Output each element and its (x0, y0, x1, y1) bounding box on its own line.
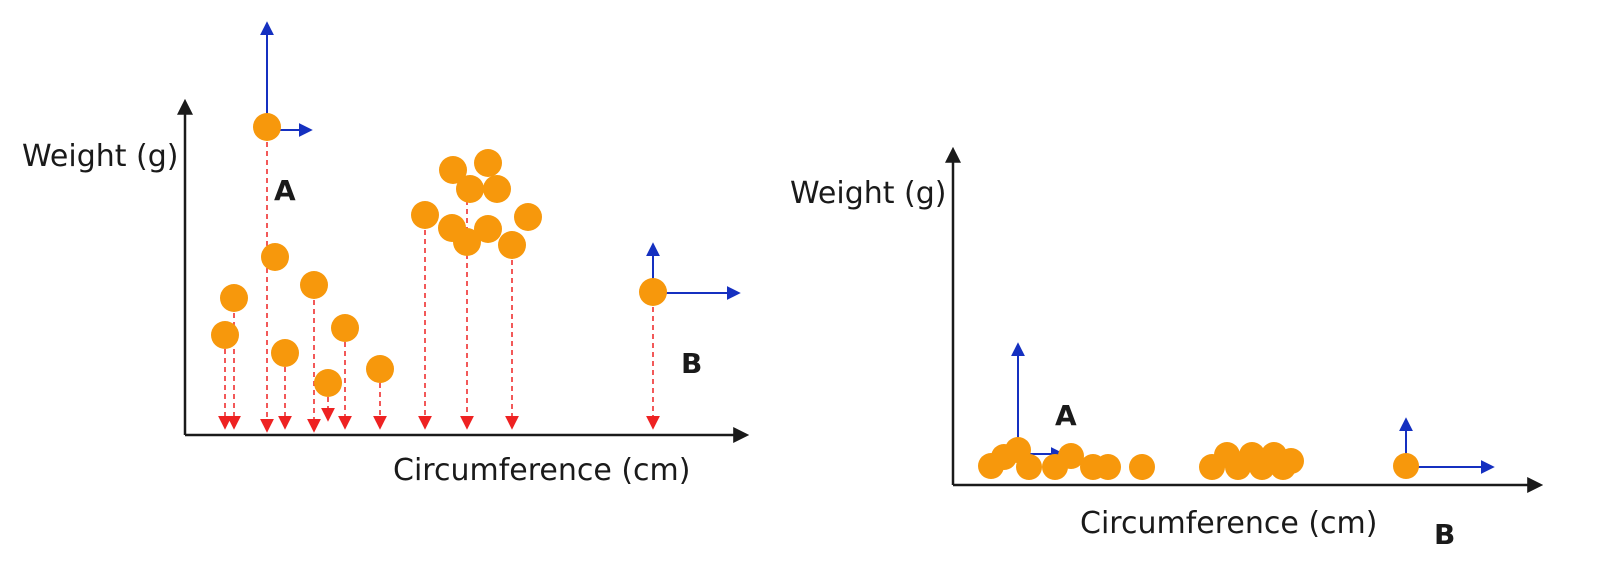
point-b (639, 278, 667, 306)
data-point (261, 243, 289, 271)
data-point (439, 156, 467, 184)
data-point (271, 339, 299, 367)
data-point (453, 228, 481, 256)
right-point-a-label: A (1055, 399, 1077, 432)
right-points (978, 437, 1419, 480)
data-point (1058, 443, 1084, 469)
data-point (1278, 448, 1304, 474)
data-point (456, 175, 484, 203)
right-point-b-label: B (1434, 518, 1455, 551)
data-point (474, 215, 502, 243)
left-points (211, 113, 667, 397)
left-panel: Weight (g) Circumference (cm) (22, 21, 750, 488)
data-point (211, 321, 239, 349)
point-b (1393, 453, 1419, 479)
left-point-a-label: A (274, 174, 296, 207)
data-point (366, 355, 394, 383)
data-point (314, 369, 342, 397)
right-x-axis-label: Circumference (cm) (1080, 506, 1377, 541)
data-point (220, 284, 248, 312)
data-point (411, 201, 439, 229)
right-panel: Weight (g) Circumference (cm) (790, 146, 1544, 551)
data-point (331, 314, 359, 342)
data-point (300, 271, 328, 299)
left-point-b-label: B (681, 347, 702, 380)
data-point (1095, 454, 1121, 480)
right-y-axis-label: Weight (g) (790, 176, 947, 211)
point-a (253, 113, 281, 141)
data-point (1129, 454, 1155, 480)
data-point (514, 203, 542, 231)
data-point (498, 231, 526, 259)
left-y-axis-label: Weight (g) (22, 139, 179, 174)
data-point (1016, 454, 1042, 480)
data-point (474, 149, 502, 177)
left-x-axis-label: Circumference (cm) (393, 453, 690, 488)
data-point (483, 175, 511, 203)
